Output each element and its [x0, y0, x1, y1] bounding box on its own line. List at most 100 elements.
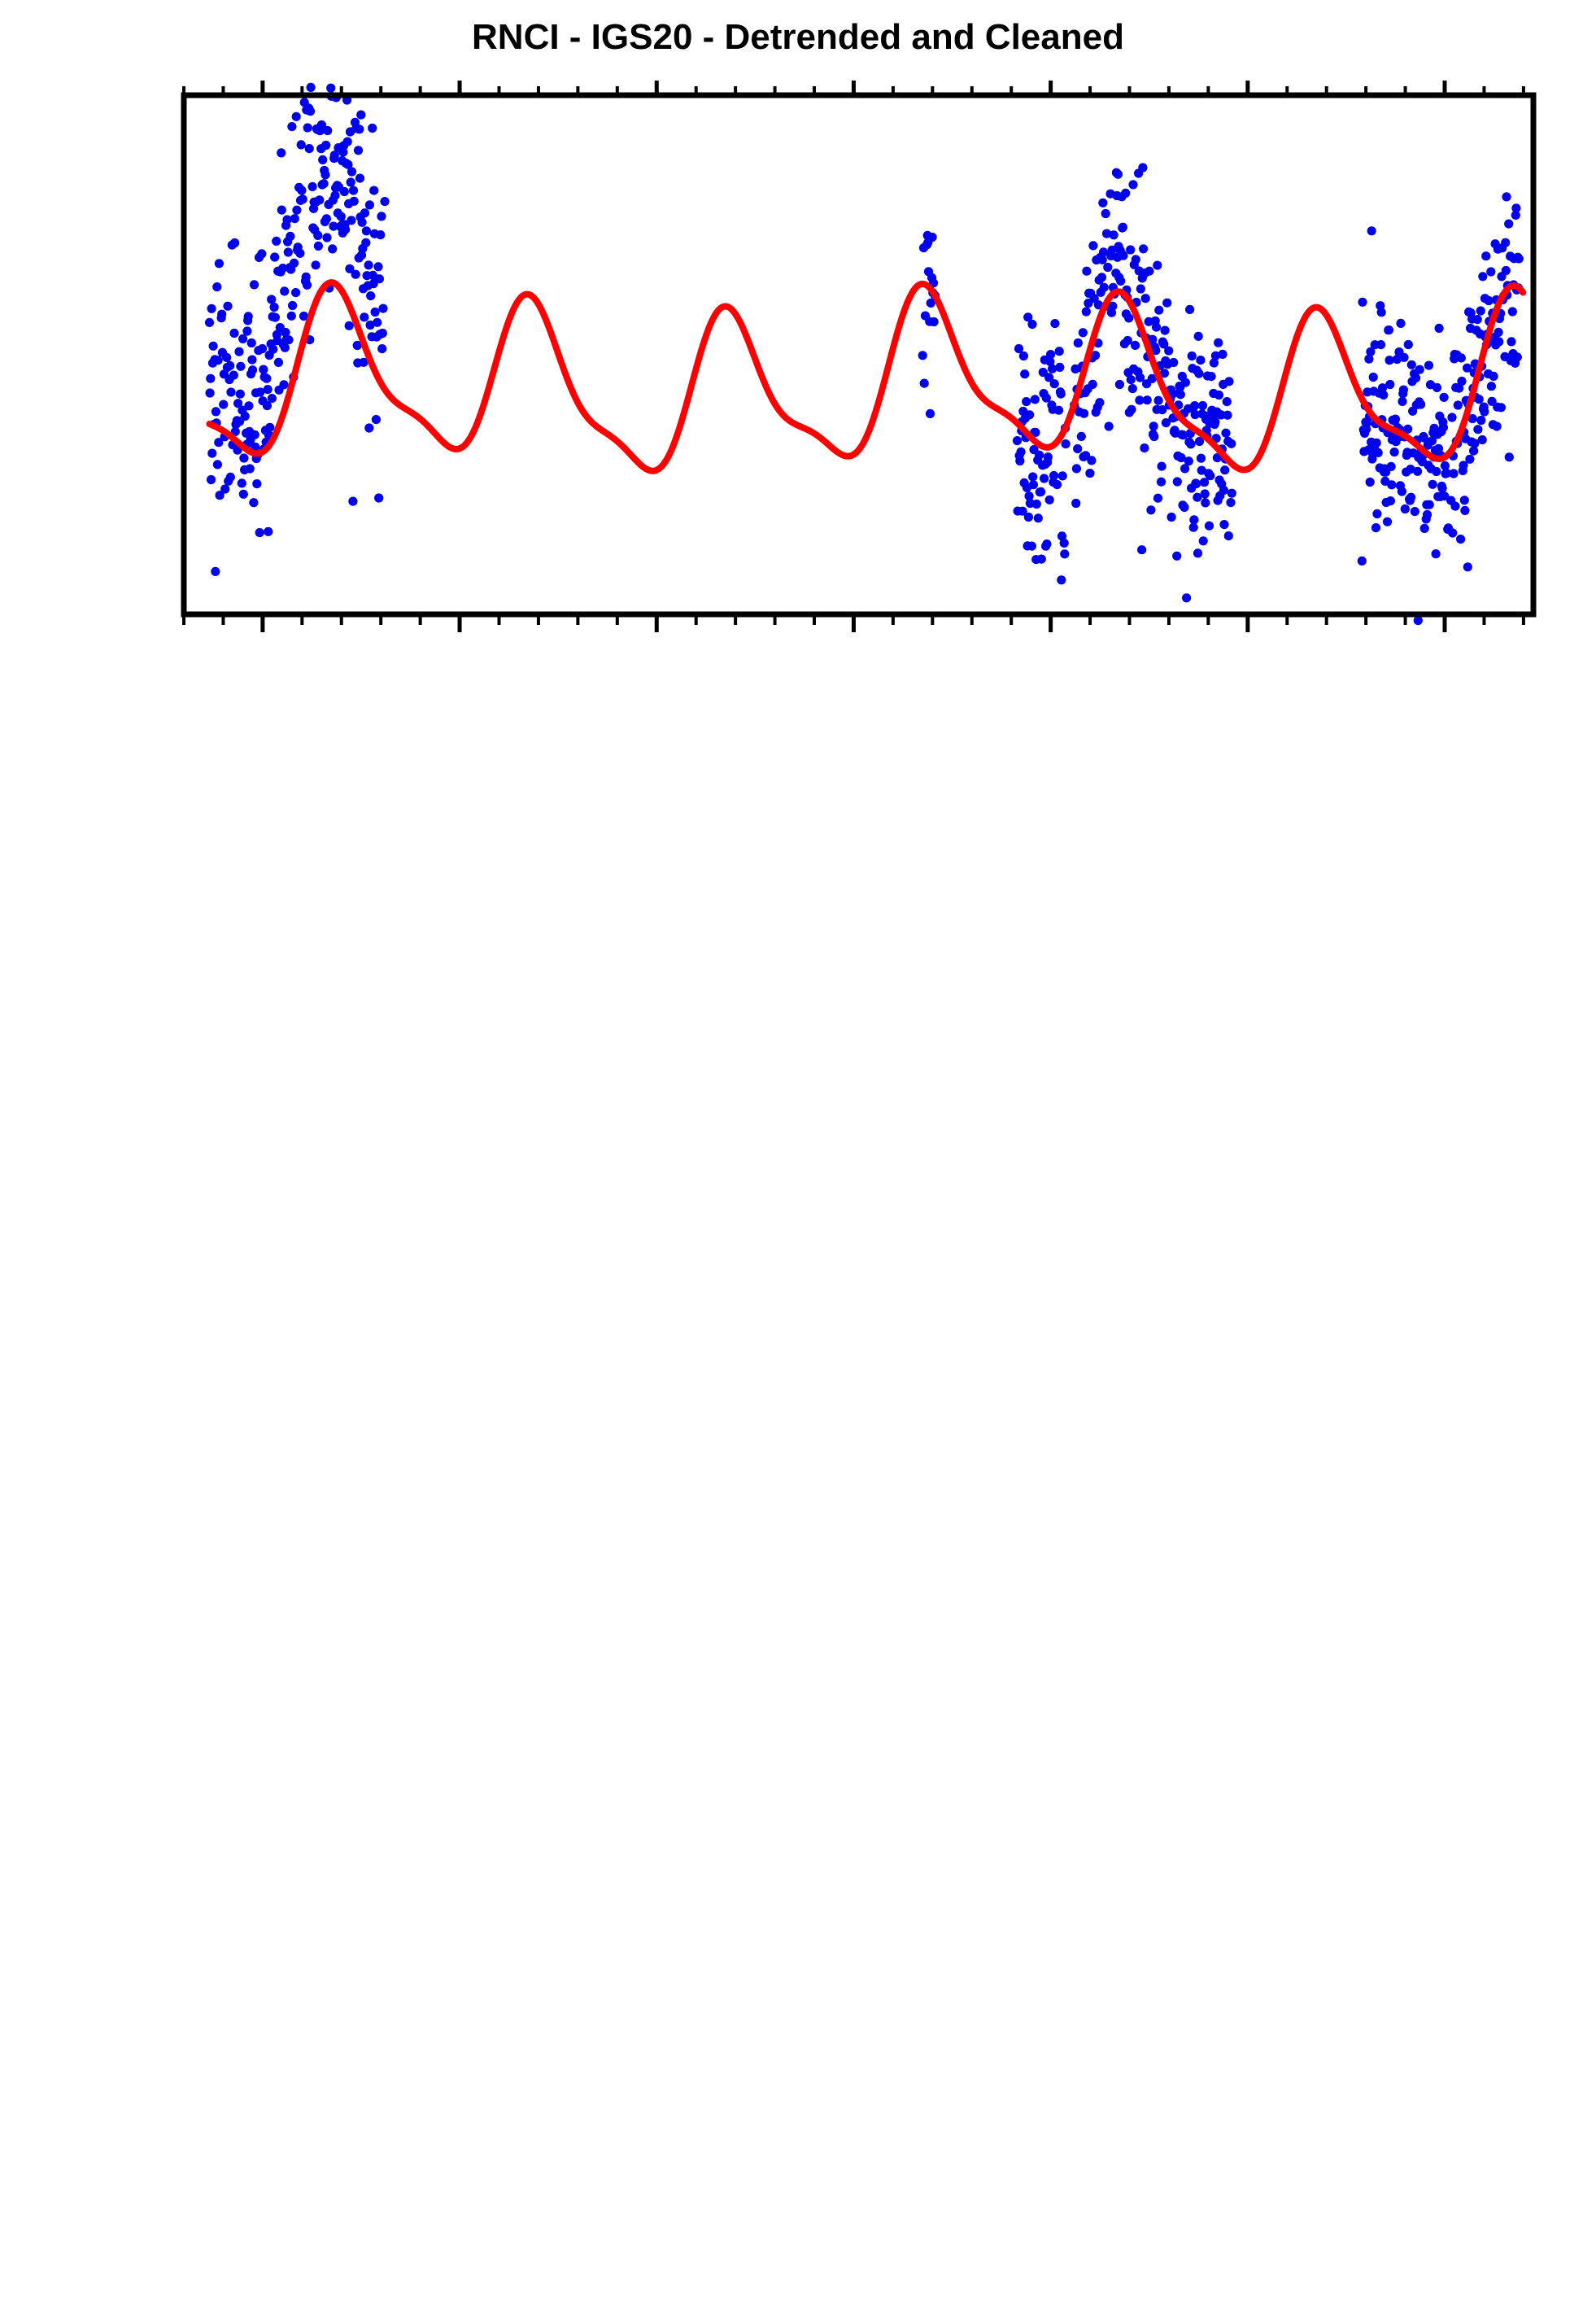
data-point	[1161, 418, 1171, 428]
data-point	[321, 140, 331, 151]
data-point	[1197, 400, 1208, 411]
data-point	[1194, 369, 1204, 378]
data-point	[1514, 254, 1524, 264]
data-point	[264, 526, 273, 536]
data-point	[1470, 439, 1480, 448]
data-point	[296, 140, 306, 150]
data-point	[1164, 346, 1174, 356]
data-point	[211, 407, 220, 417]
data-point	[373, 317, 382, 327]
data-point	[1358, 297, 1367, 307]
data-point	[1431, 549, 1441, 559]
data-point	[321, 214, 331, 224]
data-point	[1189, 515, 1199, 525]
data-point	[1486, 382, 1496, 391]
data-point	[1104, 421, 1114, 431]
data-point	[1071, 498, 1081, 509]
data-point	[1119, 251, 1128, 260]
data-point	[1091, 351, 1101, 360]
data-point	[366, 291, 376, 301]
data-point	[1050, 319, 1060, 329]
data-point	[242, 326, 252, 336]
data-point	[330, 190, 340, 200]
data-point	[306, 82, 316, 92]
data-point	[1095, 398, 1105, 408]
data-point	[1494, 337, 1504, 347]
data-point	[1456, 535, 1466, 544]
data-point	[259, 365, 268, 374]
data-point	[220, 484, 230, 494]
data-point	[1214, 338, 1223, 347]
data-point	[257, 249, 267, 259]
data-point	[1206, 372, 1216, 382]
data-point	[1428, 479, 1437, 489]
figure-title: RNCI - IGS20 - Detrended and Cleaned	[472, 17, 1124, 57]
data-point	[1221, 428, 1231, 438]
data-point	[230, 238, 240, 248]
data-point	[1071, 464, 1081, 474]
data-point	[213, 356, 223, 365]
data-point	[1434, 323, 1444, 333]
data-point	[255, 387, 265, 397]
data-point	[1376, 340, 1386, 350]
data-point	[249, 280, 259, 290]
data-point	[1176, 452, 1186, 463]
data-point	[245, 464, 255, 474]
data-point	[1438, 422, 1448, 432]
data-point	[1179, 430, 1188, 440]
data-point	[318, 155, 328, 164]
data-point	[1027, 319, 1037, 330]
data-point	[1389, 448, 1399, 457]
data-point	[1109, 230, 1119, 240]
data-point	[1226, 498, 1236, 508]
data-point	[223, 301, 233, 311]
data-point	[1224, 377, 1234, 387]
data-point	[1042, 539, 1052, 549]
data-point	[1078, 328, 1088, 338]
data-point	[1476, 415, 1486, 426]
data-point	[1403, 424, 1413, 434]
data-point	[1140, 443, 1149, 453]
data-point	[1366, 347, 1376, 356]
data-point	[1507, 337, 1516, 347]
data-point	[238, 334, 248, 343]
data-point	[207, 304, 216, 313]
data-point	[1459, 496, 1469, 505]
data-point	[219, 400, 229, 409]
data-point	[1214, 390, 1223, 400]
data-point	[343, 159, 353, 169]
data-point	[268, 344, 278, 354]
data-point	[301, 272, 311, 282]
data-point	[249, 498, 259, 508]
data-point	[1187, 351, 1197, 361]
data-point	[280, 343, 290, 352]
data-point	[1113, 169, 1123, 179]
data-point	[1082, 266, 1092, 276]
data-point	[380, 197, 390, 207]
data-point	[355, 124, 364, 134]
data-point	[1040, 474, 1049, 483]
data-point	[212, 460, 222, 469]
data-point	[290, 258, 299, 268]
data-point	[1138, 163, 1148, 173]
data-point	[1406, 465, 1415, 474]
data-point	[1059, 538, 1069, 548]
data-point	[1463, 363, 1472, 373]
data-point	[1454, 383, 1464, 393]
data-point	[373, 262, 383, 272]
data-point	[1201, 498, 1210, 508]
data-point	[1373, 448, 1383, 458]
data-point	[1025, 410, 1035, 420]
data-point	[255, 528, 264, 538]
data-point	[1406, 360, 1416, 369]
data-point	[233, 399, 243, 408]
data-point	[1153, 260, 1162, 270]
data-point	[305, 107, 316, 116]
data-point	[1045, 356, 1055, 366]
data-point	[1023, 512, 1033, 522]
data-point	[1190, 401, 1200, 411]
data-point	[1212, 453, 1222, 463]
data-point	[1172, 551, 1182, 561]
data-point	[1385, 379, 1395, 390]
model-curve-east	[206, 279, 1527, 474]
